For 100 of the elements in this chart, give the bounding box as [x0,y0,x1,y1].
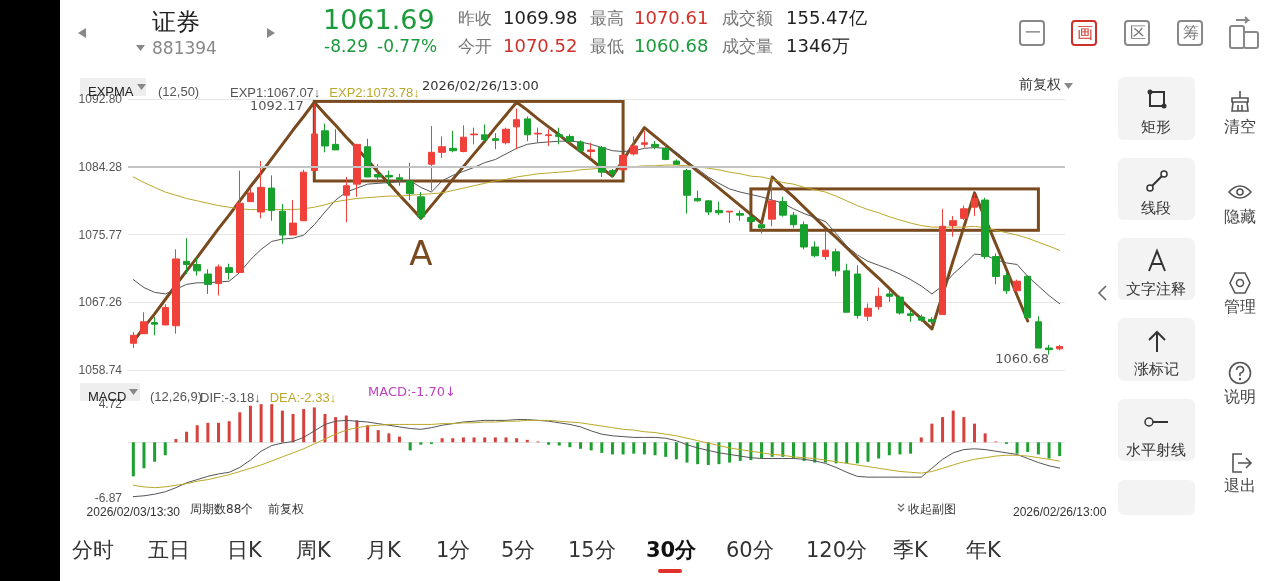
bar [653,442,657,456]
text: 881394 [152,38,217,58]
candlestick [236,170,244,273]
candlestick [609,168,616,178]
bar [419,442,423,445]
candlestick [758,219,765,234]
bar [951,410,955,443]
bar [781,442,785,457]
bar [696,442,700,465]
candlestick [726,210,733,224]
bar [930,423,934,443]
bar [589,442,593,451]
bar [174,439,178,443]
bar [547,442,551,445]
text: 1061.69 [323,4,435,35]
bar [408,442,412,451]
line-series [132,140,1061,305]
text: 前复权 [1019,76,1061,92]
candlestick [140,311,148,335]
bar [280,410,284,443]
candlestick [811,240,819,258]
candlestick [225,263,233,281]
candlestick [353,143,361,198]
bar [972,423,976,443]
bar [227,421,231,443]
text: 前复权 [268,502,304,516]
bar [823,442,827,463]
annotation: 1092.17 [249,97,304,113]
candlestick [790,211,797,229]
text: 管理 [1224,297,1256,316]
candlestick [1035,315,1042,349]
candlestick [779,196,787,218]
bar [493,437,497,443]
candlestick [598,145,606,178]
text: 1070.52 [503,35,578,56]
bar [238,412,242,443]
text: 最高 [590,8,624,28]
bar [472,437,476,443]
candlestick [854,264,861,320]
candlestick [939,208,946,316]
bar [579,442,583,449]
text: 区 [1130,23,1146,42]
bar [1026,442,1030,453]
y-tick-label: 1075.77 [78,227,123,242]
bar [206,422,210,443]
bar [217,422,221,443]
candlestick [971,193,978,217]
y-tick-label: -6.87 [94,491,123,505]
candlestick [289,199,297,236]
bar [983,433,987,443]
text: 成交量 [722,36,773,56]
bar [461,437,465,443]
text: 1070.61 [634,7,709,28]
candlestick [406,162,414,201]
candlestick [545,128,552,147]
bar [131,442,135,477]
text: 30分 [646,538,697,562]
bar [291,413,295,443]
text: DEA:-2.33↓ [269,389,337,405]
bar [600,442,604,453]
candlestick [449,130,457,153]
text: 收起副图 [908,502,956,516]
bar [312,407,316,443]
candlestick [460,124,467,153]
text: 周K [296,538,331,562]
candlestick [566,133,574,145]
bar [877,442,881,459]
text: 水平射线 [1126,441,1186,459]
bar [1058,442,1062,457]
candlestick [332,128,339,151]
bar [770,442,774,457]
annotation: 1060.68 [995,350,1050,366]
text: 线段 [1141,199,1171,217]
bar [302,409,306,443]
text: 成交额 [722,8,773,28]
candlestick [513,108,520,150]
candlestick [257,160,265,219]
candlestick [683,168,691,215]
bar [685,442,689,463]
bar [866,442,870,462]
bar [557,442,561,446]
candlestick [162,303,169,326]
candlestick [928,316,936,325]
text: -8.29 [324,36,368,56]
candlestick [385,170,393,187]
candlestick [311,103,318,172]
text: 退出 [1224,476,1256,495]
candlestick [172,248,180,335]
text: 一 [1025,23,1041,42]
text: EXP1:1067.07↓ [230,84,321,100]
candlestick [864,302,872,322]
text: 2026/02/26/13:00 [422,78,539,93]
bar [1036,442,1040,455]
bar [834,442,838,464]
candlestick [662,143,669,161]
candlestick [343,176,350,223]
bar [195,425,199,443]
candlestick [279,203,286,245]
bar [451,438,455,443]
candlestick [534,127,542,144]
